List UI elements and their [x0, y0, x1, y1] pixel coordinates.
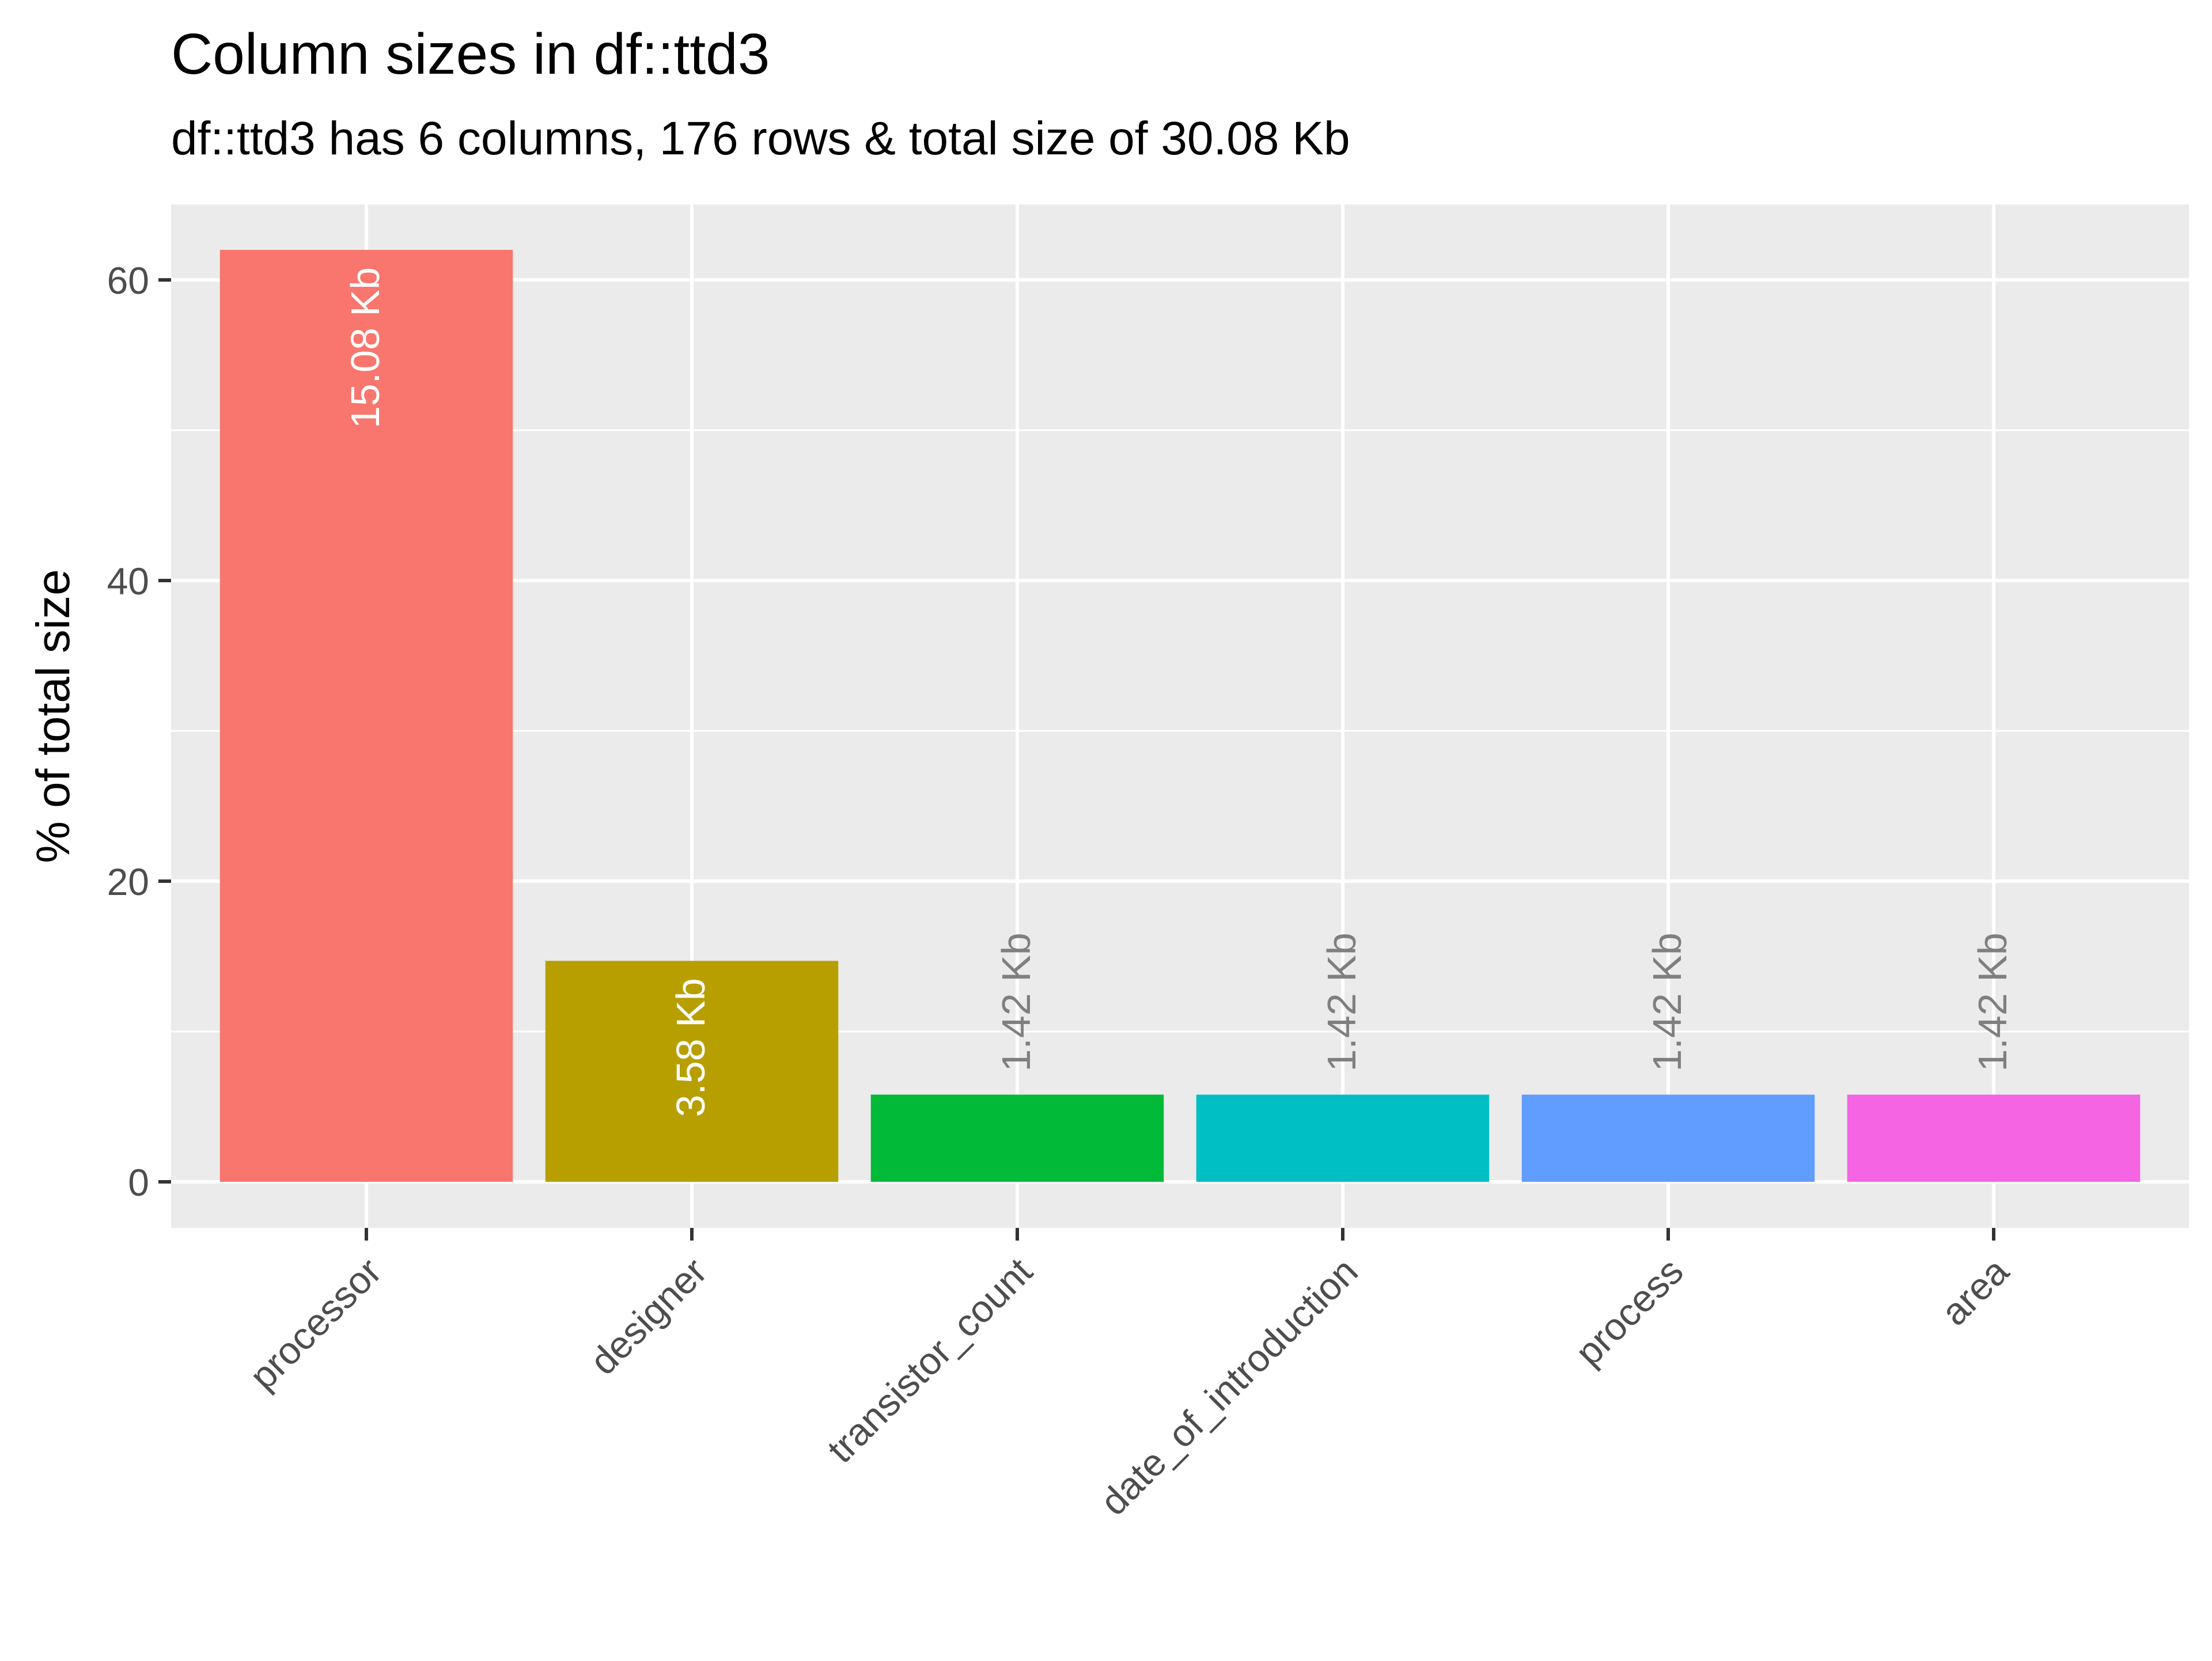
chart-title: Column sizes in df::ttd3 — [171, 22, 770, 86]
bar-data-label: 1.42 Kb — [994, 932, 1039, 1071]
bar-date_of_introduction — [1196, 1094, 1490, 1182]
x-tick-label: area — [1933, 1249, 2017, 1333]
bars — [219, 249, 2141, 1182]
bar-data-label: 1.42 Kb — [1319, 932, 1364, 1071]
bar-data-label: 1.42 Kb — [1645, 932, 1690, 1071]
bar-labels: 15.08 Kb 3.58 Kb 1.42 Kb 1.42 Kb 1.42 Kb 1.42… — [343, 267, 2015, 1117]
chart-subtitle: df::ttd3 has 6 columns, 176 rows & total… — [171, 112, 1350, 165]
x-tick-label: date_of_introduction — [1092, 1250, 1366, 1523]
bar-process — [1521, 1094, 1815, 1182]
y-tick-label: 40 — [107, 560, 149, 602]
bar-area — [1847, 1094, 2141, 1182]
x-tick-label: processor — [241, 1250, 389, 1398]
bar-data-label: 3.58 Kb — [668, 978, 713, 1117]
bar-data-label: 1.42 Kb — [1970, 932, 2015, 1071]
bar-data-label: 15.08 Kb — [343, 267, 388, 428]
y-axis: 0 20 40 60 — [107, 259, 171, 1204]
y-tick-label: 0 — [128, 1161, 149, 1204]
bar-designer — [545, 961, 839, 1182]
bar-transistor_count — [870, 1094, 1164, 1182]
y-tick-label: 60 — [107, 259, 149, 302]
bar-processor — [219, 249, 513, 1182]
x-tick-label: transistor_count — [819, 1250, 1040, 1471]
x-tick-label: process — [1567, 1250, 1691, 1374]
x-axis: processor designer transistor_count date_of… — [241, 1228, 2017, 1523]
y-tick-label: 20 — [107, 860, 149, 903]
y-axis-label: % of total size — [27, 569, 79, 863]
x-tick-label: designer — [582, 1250, 715, 1383]
